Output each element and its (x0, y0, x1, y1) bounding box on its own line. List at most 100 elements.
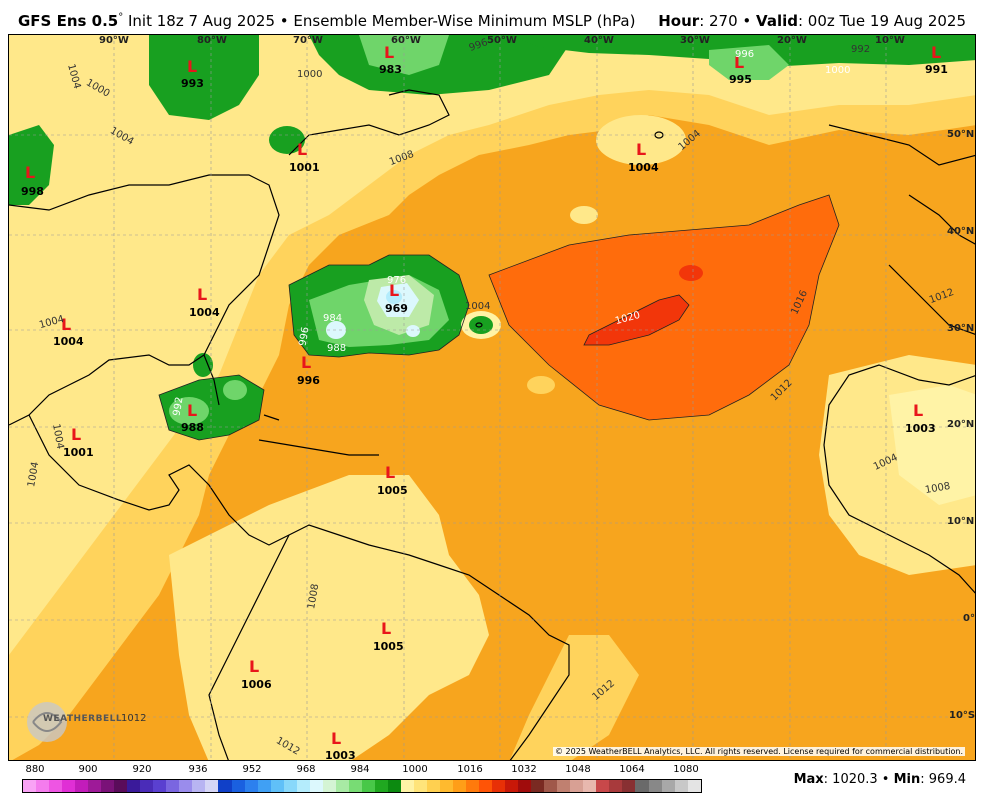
low-marker-icon: L (385, 463, 396, 482)
low-value: 1003 (325, 749, 356, 761)
low-marker-icon: L (734, 53, 745, 72)
lon-label-30w: 30°W (680, 35, 710, 46)
colorbar-swatch (596, 780, 610, 792)
colorbar-tick: 936 (188, 764, 208, 775)
low-marker-icon: L (913, 401, 924, 420)
low-marker-icon: L (931, 43, 942, 62)
low-marker-icon: L (71, 425, 82, 444)
min-value: : 969.4 (920, 772, 966, 787)
lon-label-50w: 50°W (487, 35, 517, 46)
colorbar-swatch (62, 780, 76, 792)
lat-label-30n: 30°N (947, 323, 975, 334)
colorbar-swatch (453, 780, 467, 792)
lon-label-80w: 80°W (197, 35, 227, 46)
colorbar-swatch (231, 780, 245, 792)
low-value: 993 (181, 77, 204, 90)
colorbar-tick: 1016 (457, 764, 483, 775)
colorbar-swatch (557, 780, 571, 792)
contour-label: 996 (735, 49, 755, 60)
colorbar-swatch (166, 780, 180, 792)
contour-label: 984 (323, 313, 343, 324)
low-value: 995 (729, 73, 752, 86)
contour-label: 1000 (297, 69, 323, 80)
low-marker-icon: L (389, 281, 400, 300)
low-value: 983 (379, 63, 402, 76)
copyright-notice: © 2025 WeatherBELL Analytics, LLC. All r… (553, 747, 965, 756)
contour-label: 988 (327, 343, 347, 354)
colorbar-swatch (283, 780, 297, 792)
lat-label-10n: 10°N (947, 516, 975, 527)
colorbar-swatch (635, 780, 649, 792)
colorbar-swatch (609, 780, 623, 792)
colorbar-swatch (23, 780, 37, 792)
colorbar-swatch (361, 780, 375, 792)
colorbar-swatch (583, 780, 597, 792)
lon-label-60w: 60°W (391, 35, 421, 46)
low-value: 1004 (189, 306, 220, 319)
low-marker-icon: L (187, 401, 198, 420)
model-name: GFS Ens 0.5 (18, 12, 119, 30)
colorbar-swatch (218, 780, 232, 792)
colorbar-swatch (101, 780, 115, 792)
colorbar-swatch (49, 780, 63, 792)
colorbar-swatch (661, 780, 675, 792)
colorbar-swatch (257, 780, 271, 792)
pressure-map: 90°W 80°W 70°W 60°W 50°W 40°W 30°W 20°W … (8, 34, 976, 761)
low-value: 1006 (241, 678, 272, 691)
low-marker-icon: L (197, 285, 208, 304)
colorbar-swatch (205, 780, 219, 792)
logo-text: WEATHERBELL (43, 714, 123, 724)
low-marker-icon: L (331, 729, 342, 748)
colorbar-swatch (426, 780, 440, 792)
weatherbell-logo: WEATHERBELL (23, 698, 122, 746)
colorbar-swatch (36, 780, 50, 792)
colorbar (22, 779, 702, 793)
low-value: 969 (385, 302, 408, 315)
colorbar-swatch (114, 780, 128, 792)
colorbar-swatch (400, 780, 414, 792)
hour-value: : 270 • (699, 12, 757, 30)
degree-symbol: ° (118, 12, 124, 23)
low-value: 996 (297, 374, 320, 387)
colorbar-tick: 968 (296, 764, 316, 775)
min-label: Min (893, 772, 921, 787)
low-marker-icon: L (249, 657, 260, 676)
lat-label-10s: 10°S (949, 710, 976, 721)
colorbar-tick: 920 (132, 764, 152, 775)
lon-label-70w: 70°W (293, 35, 323, 46)
valid-value: : 00z Tue 19 Aug 2025 (797, 12, 966, 30)
colorbar-swatch (153, 780, 167, 792)
contour-label: 976 (387, 275, 407, 286)
colorbar-tick: 1080 (673, 764, 699, 775)
contour-label: 992 (851, 44, 871, 55)
colorbar-swatch (544, 780, 558, 792)
colorbar-tick: 880 (25, 764, 45, 775)
colorbar-swatch (88, 780, 102, 792)
colorbar-swatch (244, 780, 258, 792)
colorbar-swatch (570, 780, 584, 792)
colorbar-tick: 952 (242, 764, 262, 775)
max-min-stats: Max: 1020.3 • Min: 969.4 (794, 772, 966, 787)
init-text: Init 18z 7 Aug 2025 • Ensemble Member-Wi… (123, 12, 636, 30)
colorbar-tick: 1064 (619, 764, 645, 775)
low-marker-icon: L (301, 353, 312, 372)
low-value: 991 (925, 63, 948, 76)
colorbar-swatch (492, 780, 506, 792)
low-value: 1001 (63, 446, 94, 459)
colorbar-ticks: 880 900 920 936 952 968 984 1000 1016 10… (22, 764, 702, 778)
colorbar-swatch (674, 780, 688, 792)
colorbar-swatch (270, 780, 284, 792)
colorbar-swatch (335, 780, 349, 792)
low-marker-icon: L (187, 57, 198, 76)
max-value: : 1020.3 • (823, 772, 894, 787)
hour-label: Hour (658, 12, 700, 30)
colorbar-swatch (75, 780, 89, 792)
low-marker-icon: L (636, 140, 647, 159)
colorbar-swatch (296, 780, 310, 792)
colorbar-swatch (518, 780, 532, 792)
colorbar-swatch (466, 780, 480, 792)
lat-label-0: 0° (963, 613, 975, 624)
low-marker-icon: L (61, 315, 72, 334)
colorbar-tick: 984 (350, 764, 370, 775)
colorbar-swatch (479, 780, 493, 792)
